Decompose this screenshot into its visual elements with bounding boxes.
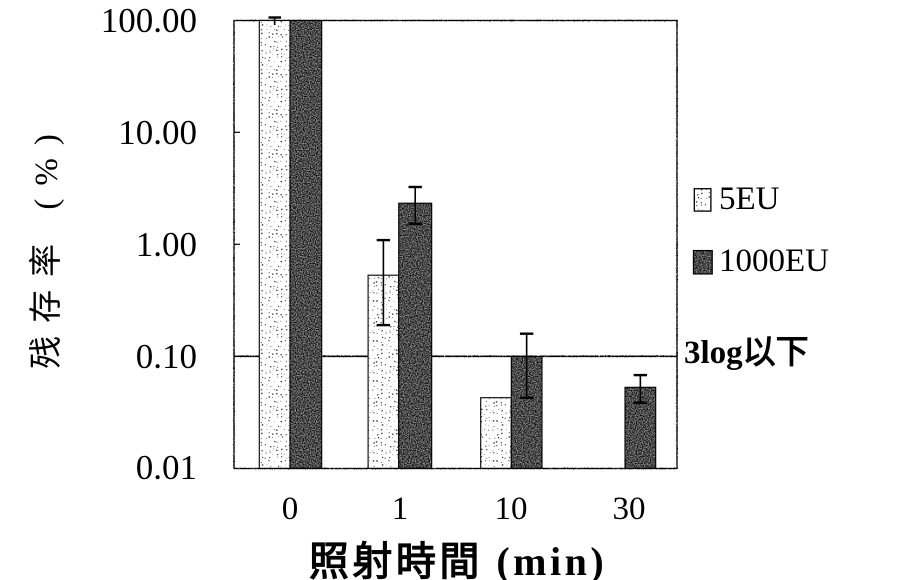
svg-text:30: 30	[613, 491, 646, 527]
svg-text:1.00: 1.00	[136, 225, 197, 264]
svg-text:5EU: 5EU	[719, 181, 780, 217]
svg-text:3log以下: 3log以下	[684, 335, 809, 371]
svg-text:100.00: 100.00	[101, 1, 197, 40]
svg-text:照射時間 (min): 照射時間 (min)	[309, 539, 607, 580]
svg-text:1000EU: 1000EU	[719, 243, 829, 279]
svg-text:残存率 (%): 残存率 (%)	[28, 121, 65, 369]
svg-text:0.10: 0.10	[136, 337, 197, 376]
svg-text:10.00: 10.00	[118, 113, 197, 152]
svg-text:0: 0	[282, 491, 299, 527]
svg-text:0.01: 0.01	[136, 448, 197, 487]
svg-text:10: 10	[495, 491, 528, 527]
svg-text:1: 1	[392, 491, 409, 527]
